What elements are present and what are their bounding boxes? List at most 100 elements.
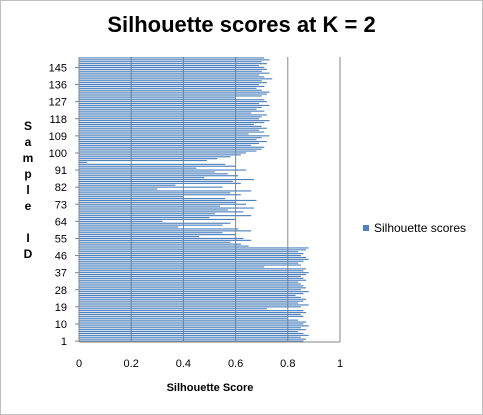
bar bbox=[79, 304, 309, 306]
bar bbox=[79, 175, 239, 177]
bar bbox=[79, 245, 249, 247]
y-tick-label: 118 bbox=[49, 114, 67, 126]
bar bbox=[79, 87, 257, 89]
x-tick-label: 1 bbox=[337, 358, 343, 370]
bar bbox=[79, 146, 265, 148]
legend-swatch bbox=[363, 225, 369, 231]
bar bbox=[79, 292, 304, 295]
bar bbox=[79, 82, 267, 84]
bar bbox=[79, 308, 267, 310]
y-tick-label: 64 bbox=[55, 216, 67, 228]
bar bbox=[79, 91, 270, 93]
x-tick-label: 0.8 bbox=[280, 358, 295, 370]
y-tick-label: 73 bbox=[55, 199, 67, 211]
bar bbox=[79, 283, 301, 285]
bar bbox=[79, 83, 260, 86]
bar bbox=[79, 139, 257, 141]
bar bbox=[79, 85, 265, 88]
bar bbox=[79, 66, 265, 69]
y-tick-label: 127 bbox=[49, 97, 67, 109]
bar bbox=[79, 319, 299, 321]
bar bbox=[79, 220, 163, 222]
legend: Silhouette scores bbox=[363, 221, 466, 235]
bar bbox=[79, 218, 236, 221]
bar bbox=[79, 110, 265, 112]
bar bbox=[79, 177, 205, 179]
bar bbox=[79, 254, 301, 257]
y-tick-label: 37 bbox=[55, 268, 67, 280]
bar bbox=[79, 142, 260, 145]
bar bbox=[79, 207, 254, 209]
bar bbox=[79, 253, 304, 255]
bar bbox=[79, 116, 262, 118]
bar bbox=[79, 340, 304, 342]
bar bbox=[79, 310, 304, 312]
bar bbox=[79, 323, 304, 325]
y-tick-label: 82 bbox=[55, 182, 67, 194]
bar bbox=[79, 332, 304, 335]
y-axis-label-char: p bbox=[24, 167, 32, 181]
bar bbox=[79, 203, 247, 205]
chart-title: Silhouette scores at K = 2 bbox=[107, 12, 376, 37]
bar bbox=[79, 133, 249, 135]
bar bbox=[79, 230, 252, 232]
bar bbox=[79, 59, 270, 61]
bar bbox=[79, 64, 260, 67]
bar bbox=[79, 101, 267, 103]
bar bbox=[79, 213, 215, 215]
bar bbox=[79, 291, 309, 293]
bar bbox=[79, 148, 262, 150]
bar bbox=[79, 273, 307, 276]
bar bbox=[79, 329, 307, 331]
y-tick-label: 109 bbox=[49, 131, 67, 143]
bar bbox=[79, 249, 307, 251]
bar bbox=[79, 302, 299, 304]
bar bbox=[79, 222, 231, 224]
bar bbox=[79, 260, 304, 262]
bar bbox=[79, 188, 158, 190]
bar bbox=[79, 247, 309, 249]
bar bbox=[79, 99, 265, 101]
bar bbox=[79, 182, 241, 184]
bar bbox=[79, 161, 87, 164]
bar bbox=[79, 336, 301, 338]
bar bbox=[79, 118, 260, 120]
bar bbox=[79, 272, 309, 274]
bar bbox=[79, 235, 200, 238]
bar bbox=[79, 289, 301, 291]
bar bbox=[79, 102, 260, 105]
bar bbox=[79, 306, 301, 308]
bar bbox=[79, 209, 228, 211]
bar bbox=[79, 201, 236, 203]
bar bbox=[79, 313, 301, 316]
bar bbox=[79, 61, 262, 63]
bar bbox=[79, 311, 307, 314]
bar bbox=[79, 243, 241, 245]
x-axis-label: Silhouette Score bbox=[166, 382, 254, 394]
bar bbox=[79, 137, 262, 139]
bar bbox=[79, 266, 265, 268]
y-tick-label: 46 bbox=[55, 251, 67, 263]
bar bbox=[79, 338, 307, 340]
x-tick-label: 0 bbox=[76, 358, 82, 370]
bar bbox=[79, 135, 270, 137]
bar bbox=[79, 152, 247, 154]
bar bbox=[79, 78, 273, 80]
bar bbox=[79, 296, 301, 298]
y-axis-label-char: S bbox=[23, 119, 32, 133]
y-axis-label-char: D bbox=[23, 247, 33, 261]
bar bbox=[79, 121, 265, 124]
x-tick-label: 0.2 bbox=[124, 358, 139, 370]
bar bbox=[79, 298, 307, 300]
bar bbox=[79, 216, 210, 219]
bars bbox=[79, 57, 309, 342]
bar bbox=[79, 63, 267, 65]
bar bbox=[79, 262, 299, 264]
y-axis-label-char: I bbox=[26, 231, 30, 245]
bar bbox=[79, 93, 267, 95]
bar bbox=[79, 317, 288, 319]
bar bbox=[79, 184, 176, 186]
bar bbox=[79, 215, 252, 217]
bar bbox=[79, 251, 299, 253]
